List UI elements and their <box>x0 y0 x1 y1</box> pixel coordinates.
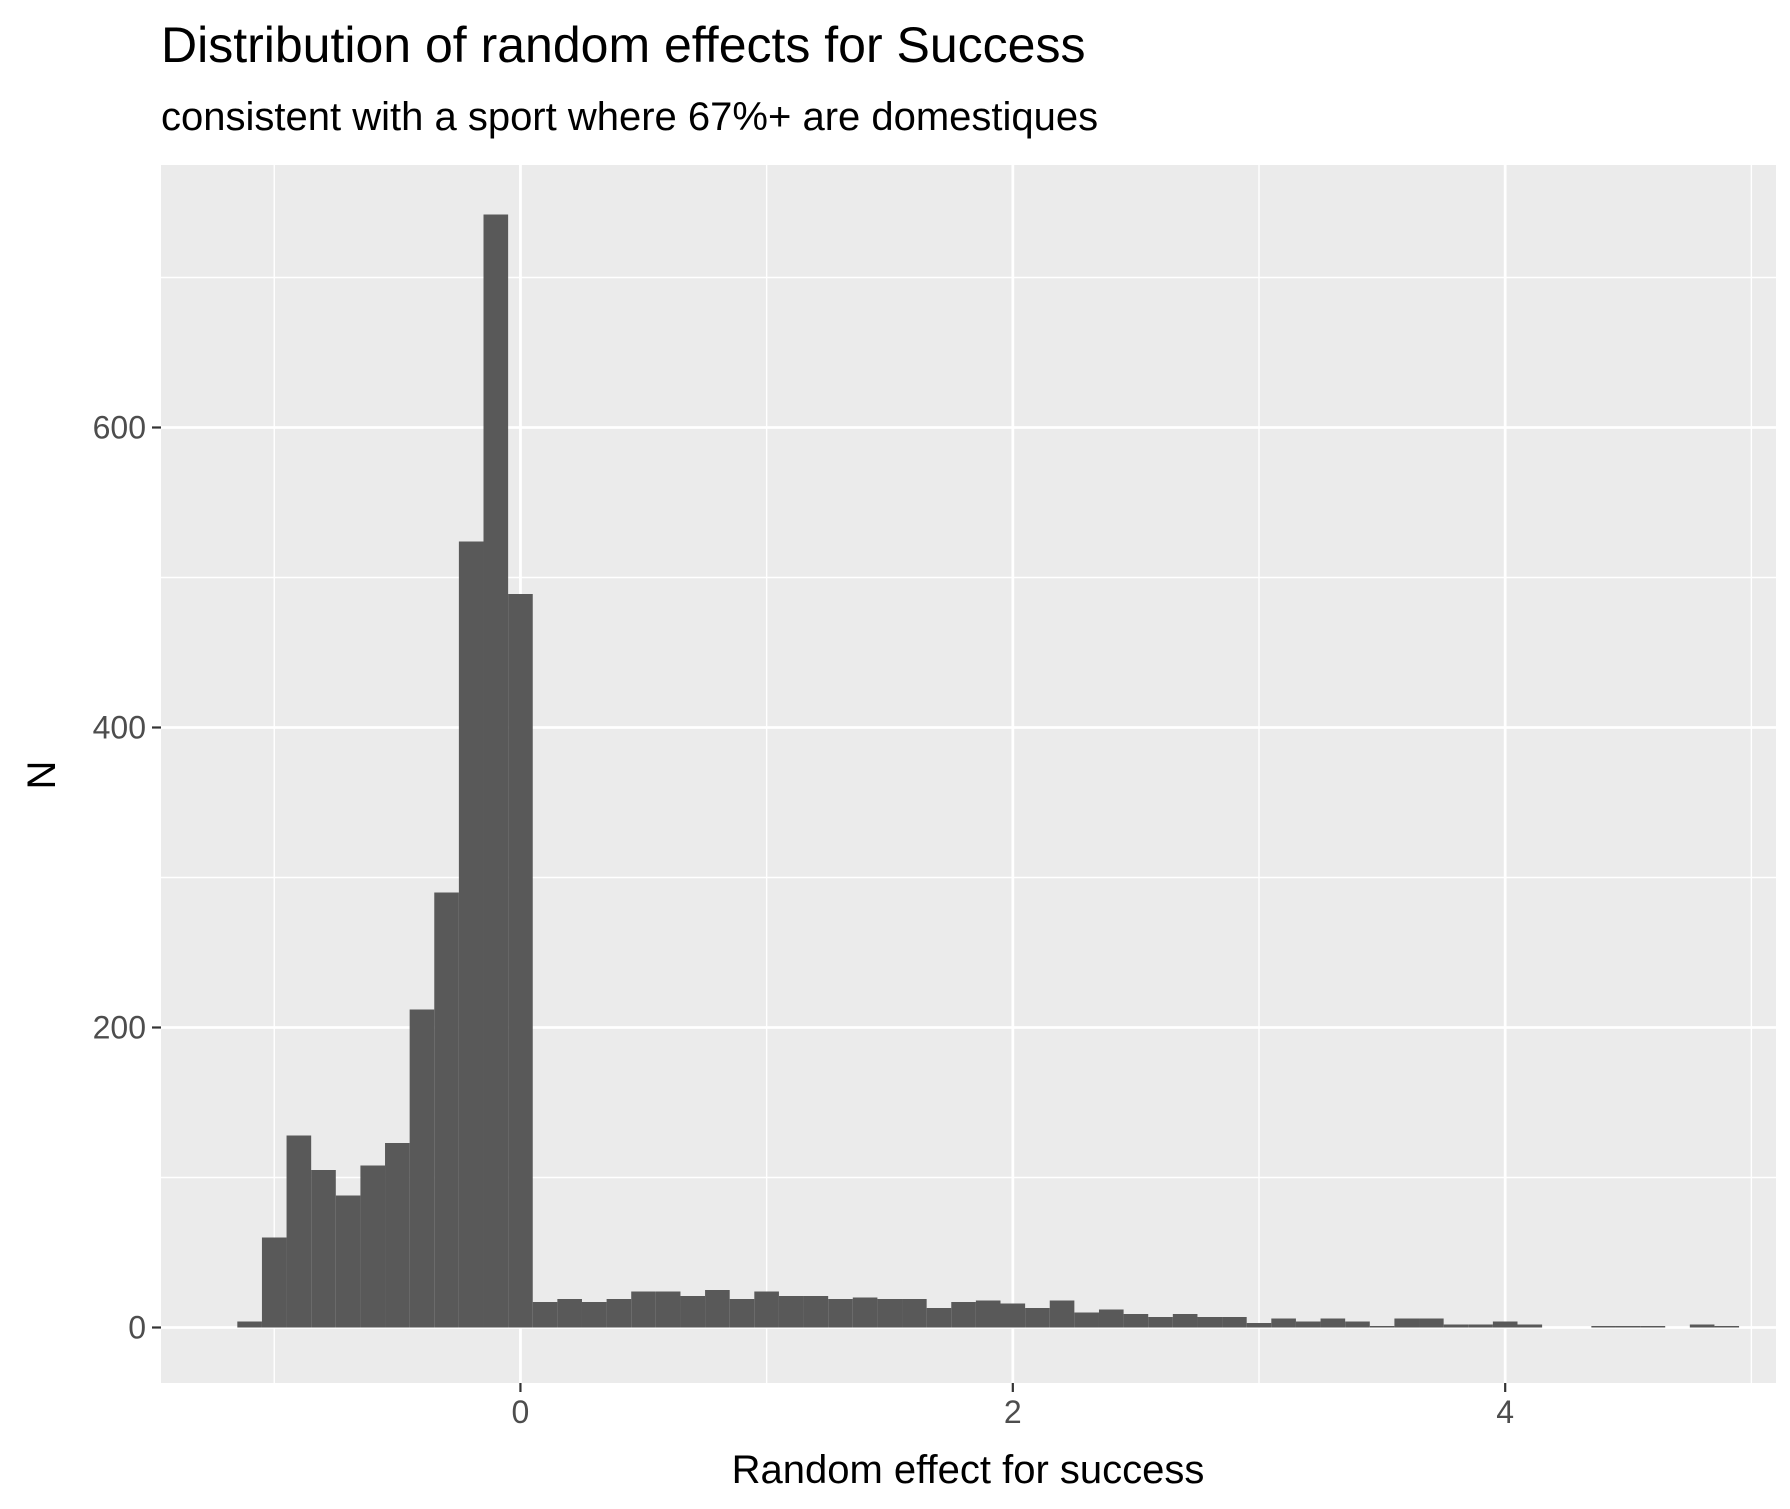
histogram-bar <box>1689 1324 1715 1328</box>
histogram-bar <box>1615 1326 1641 1328</box>
x-tick-label: 2 <box>1004 1394 1022 1430</box>
histogram-bar <box>1345 1321 1370 1328</box>
histogram-bar <box>754 1291 779 1328</box>
y-axis-title: N <box>20 761 64 790</box>
histogram-bar <box>852 1297 878 1328</box>
histogram-bar <box>409 1009 435 1328</box>
chart-subtitle: consistent with a sport where 67%+ are d… <box>161 95 1098 139</box>
y-tick-label: 200 <box>93 1010 146 1046</box>
histogram-bar <box>1468 1324 1493 1328</box>
histogram-bars <box>237 214 1740 1328</box>
histogram-bar <box>385 1143 410 1328</box>
histogram-bar <box>1394 1318 1420 1328</box>
histogram-bar <box>1049 1300 1075 1328</box>
histogram-bar <box>261 1237 287 1328</box>
histogram-bar <box>729 1299 755 1328</box>
histogram-bar <box>1443 1324 1469 1328</box>
histogram-bar <box>926 1308 952 1328</box>
histogram-bar <box>877 1299 903 1328</box>
histogram-bar <box>1074 1312 1099 1328</box>
y-tick-label: 0 <box>128 1310 146 1346</box>
chart-title: Distribution of random effects for Succe… <box>161 17 1086 73</box>
histogram-bar <box>581 1302 607 1328</box>
histogram-bar <box>1123 1314 1149 1328</box>
y-tick-label: 600 <box>93 410 146 446</box>
histogram-bar <box>1172 1314 1198 1328</box>
y-tick-label: 400 <box>93 710 146 746</box>
x-axis: 0 2 4 <box>512 1383 1514 1430</box>
histogram-bar <box>828 1299 853 1328</box>
histogram-bar <box>1369 1326 1395 1328</box>
histogram-bar <box>705 1290 730 1328</box>
histogram-bar <box>1222 1317 1247 1328</box>
histogram-bar <box>631 1291 656 1328</box>
histogram-bar <box>483 214 509 1328</box>
histogram-bar <box>680 1296 706 1328</box>
histogram-bar <box>1714 1326 1740 1328</box>
histogram-bar <box>1419 1318 1444 1328</box>
histogram-bar <box>1271 1318 1296 1328</box>
minor-gridlines <box>161 165 1776 1383</box>
histogram-bar <box>458 541 484 1328</box>
histogram-bar <box>1098 1309 1124 1328</box>
histogram-bar <box>1492 1321 1518 1328</box>
histogram-bar <box>335 1195 361 1328</box>
histogram-bar <box>902 1299 927 1328</box>
histogram-bar <box>1148 1317 1173 1328</box>
histogram-bar <box>508 594 533 1328</box>
histogram-bar <box>1320 1318 1346 1328</box>
histogram-bar <box>311 1170 336 1328</box>
histogram-bar <box>975 1300 1001 1328</box>
histogram-bar <box>532 1302 558 1328</box>
histogram-bar <box>606 1299 632 1328</box>
histogram-bar <box>360 1165 386 1328</box>
histogram-bar <box>557 1299 582 1328</box>
histogram-bar <box>286 1135 312 1328</box>
histogram-bar <box>1246 1323 1272 1328</box>
x-tick-label: 0 <box>512 1394 530 1430</box>
histogram-bar <box>951 1302 976 1328</box>
histogram-bar <box>1000 1303 1026 1328</box>
histogram-bar <box>1640 1326 1666 1328</box>
histogram-bar <box>1517 1324 1543 1328</box>
histogram-bar <box>655 1291 681 1328</box>
x-tick-label: 4 <box>1496 1394 1514 1430</box>
histogram-bar <box>1025 1308 1050 1328</box>
y-axis: 0 200 400 600 <box>93 410 161 1346</box>
histogram-bar <box>803 1296 829 1328</box>
histogram-bar <box>1591 1326 1616 1328</box>
histogram-bar <box>237 1321 262 1328</box>
histogram-bar <box>778 1296 804 1328</box>
histogram-bar <box>1295 1321 1321 1328</box>
histogram-bar <box>1197 1317 1223 1328</box>
x-axis-title: Random effect for success <box>732 1448 1205 1492</box>
histogram-bar <box>434 892 459 1328</box>
